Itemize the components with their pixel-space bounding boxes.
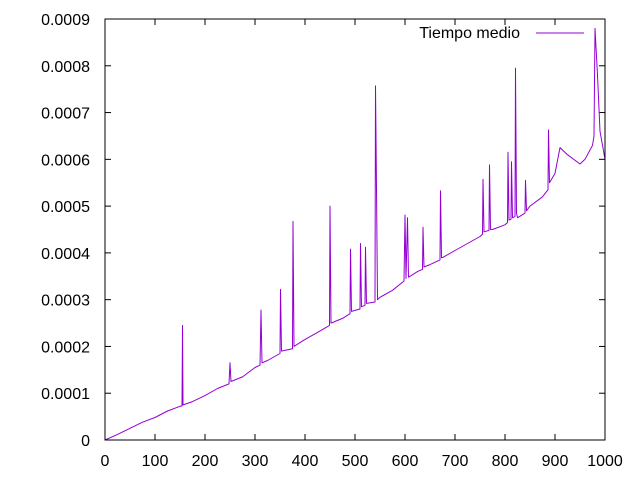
x-tick-label: 300 (242, 453, 269, 470)
y-tick-label: 0.0006 (41, 152, 90, 169)
y-tick-label: 0.0002 (41, 339, 90, 356)
y-tick-label: 0.0008 (41, 59, 90, 76)
tick-labels: 0 100 200 300 400 500 600 700 800 900 1000 0 0.0001 0… (41, 12, 623, 470)
y-tick-label: 0.0001 (41, 386, 90, 403)
y-tick-label: 0.0004 (41, 246, 90, 263)
x-tick-label: 100 (142, 453, 169, 470)
x-tick-label: 0 (101, 453, 110, 470)
y-tick-label: 0.0003 (41, 293, 90, 310)
y-tick-label: 0.0009 (41, 12, 90, 29)
x-tick-label: 700 (442, 453, 469, 470)
x-tick-label: 200 (192, 453, 219, 470)
y-tick-label: 0.0005 (41, 199, 90, 216)
x-tick-label: 900 (542, 453, 569, 470)
y-tick-label: 0 (81, 433, 90, 450)
series-line (104, 27, 606, 441)
series-layer (104, 27, 606, 441)
x-tick-label: 600 (392, 453, 419, 470)
x-tick-label: 1000 (587, 453, 623, 470)
x-tick-label: 400 (292, 453, 319, 470)
axis-ticks (104, 18, 606, 441)
legend: Tiempo medio (419, 25, 584, 42)
legend-label: Tiempo medio (419, 25, 520, 42)
x-tick-label: 800 (492, 453, 519, 470)
plot-frame (104, 18, 606, 441)
y-tick-label: 0.0007 (41, 106, 90, 123)
x-tick-label: 500 (342, 453, 369, 470)
